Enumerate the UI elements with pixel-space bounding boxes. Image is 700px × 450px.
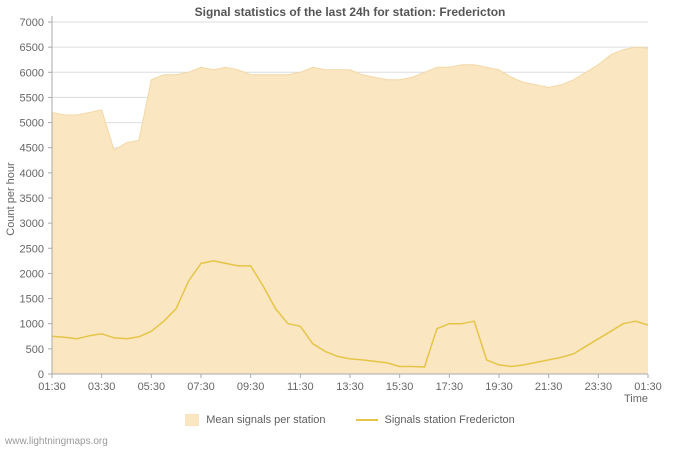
y-tick-label: 1000: [20, 319, 44, 331]
x-tick-label: 09:30: [237, 381, 265, 393]
x-tick-label: 11:30: [287, 381, 314, 393]
x-tick-label: 01:30: [634, 381, 662, 393]
y-tick-label: 0: [38, 369, 44, 381]
y-tick-label: 2500: [20, 243, 44, 255]
y-tick-label: 4000: [20, 168, 44, 180]
area-series-edge: [51, 46, 649, 151]
x-tick-label: 05:30: [138, 381, 166, 393]
x-tick-label: 13:30: [336, 381, 364, 393]
y-tick-label: 5500: [20, 92, 44, 104]
y-tick-label: 1500: [20, 294, 44, 306]
area-series: [52, 47, 648, 374]
x-axis-title: Time: [623, 393, 648, 405]
chart-title: Signal statistics of the last 24h for st…: [194, 5, 506, 19]
x-tick-label: 07:30: [187, 381, 215, 393]
plot-area: 0 500 1000 1500 2000 2500 3000 3500 4000 4500 5000…: [20, 16, 662, 393]
x-tick-label: 17:30: [436, 381, 464, 393]
x-tick-label: 21:30: [535, 381, 563, 393]
y-tick-label: 5000: [20, 118, 44, 130]
legend-swatch-area-icon: [185, 414, 200, 426]
legend-label-line: Signals station Fredericton: [384, 414, 515, 426]
x-tick-label: 01:30: [38, 381, 66, 393]
x-tick-label: 03:30: [88, 381, 116, 393]
y-tick-label: 6500: [20, 42, 44, 54]
x-tick-label: 23:30: [585, 381, 613, 393]
legend-item-line: Signals station Fredericton: [355, 414, 515, 426]
y-tick-label: 4500: [20, 143, 44, 155]
line-series: [51, 260, 649, 368]
legend: Mean signals per station Signals station…: [0, 414, 700, 426]
x-tick-label: 19:30: [485, 381, 513, 393]
x-tick-label: 15:30: [386, 381, 414, 393]
y-tick-label: 3500: [20, 193, 44, 205]
y-tick-label: 6000: [20, 67, 44, 79]
legend-label-area: Mean signals per station: [206, 414, 326, 426]
legend-swatch-line-icon: [355, 419, 378, 421]
y-tick-label: 500: [26, 344, 44, 356]
watermark-link[interactable]: www.lightningmaps.org: [5, 436, 108, 447]
y-tick-label: 3000: [20, 218, 44, 230]
legend-item-area: Mean signals per station: [185, 414, 326, 426]
y-tick-label: 7000: [20, 17, 44, 29]
y-tick-label: 2000: [20, 268, 44, 280]
